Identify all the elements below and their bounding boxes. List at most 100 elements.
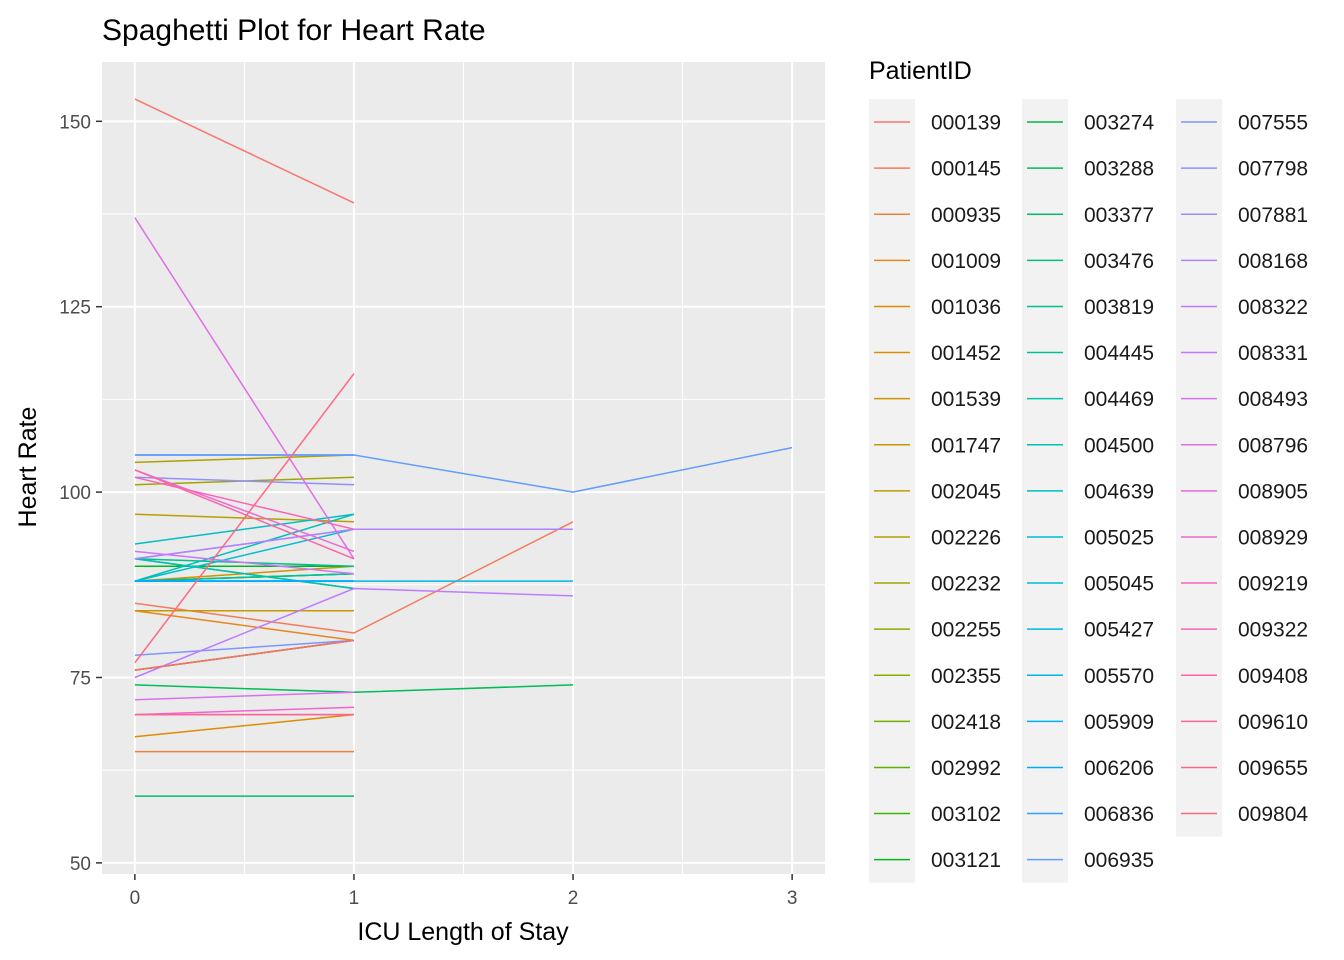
legend-label: 001539	[931, 388, 1001, 411]
legend-item-001036: 001036	[874, 296, 1001, 319]
legend-label: 005909	[1084, 711, 1154, 734]
legend-label: 006206	[1084, 757, 1154, 780]
legend-item-009408: 009408	[1181, 665, 1308, 688]
legend-label: 002232	[931, 573, 1001, 596]
series-line-008796	[134, 217, 355, 560]
legend-label: 002992	[931, 757, 1001, 780]
series-line-002226	[134, 454, 355, 464]
legend: 000139 000145 000935 001009 001036 001452 0015…	[869, 99, 1308, 883]
legend-item-005909: 005909	[1027, 711, 1154, 734]
series-line-000139	[134, 98, 355, 204]
series-line-001036	[134, 713, 355, 738]
legend-item-003121: 003121	[874, 849, 1001, 872]
legend-label: 005427	[1084, 619, 1154, 642]
x-tick-label: 3	[787, 888, 798, 909]
legend-label: 001036	[931, 296, 1001, 319]
legend-label: 008905	[1238, 480, 1308, 503]
legend-item-005427: 005427	[1027, 619, 1154, 642]
legend-item-008493: 008493	[1181, 388, 1308, 411]
legend-label: 006836	[1084, 803, 1154, 826]
series-line-009322	[134, 476, 355, 530]
legend-label: 002355	[931, 665, 1001, 688]
legend-item-007798: 007798	[1181, 158, 1308, 181]
legend-label: 009322	[1238, 619, 1308, 642]
chart-title: Spaghetti Plot for Heart Rate	[102, 14, 486, 47]
legend-label: 004445	[1084, 342, 1154, 365]
legend-label: 001452	[931, 342, 1001, 365]
legend-label: 005045	[1084, 573, 1154, 596]
legend-label: 003819	[1084, 296, 1154, 319]
series-line-004639	[134, 513, 355, 545]
legend-label: 003476	[1084, 250, 1154, 273]
legend-item-005025: 005025	[1027, 526, 1154, 549]
series-line-009655	[134, 373, 355, 664]
axis-ticks	[96, 120, 793, 880]
legend-key-bg	[1176, 99, 1222, 837]
legend-label: 002418	[931, 711, 1001, 734]
legend-label: 005570	[1084, 665, 1154, 688]
y-tick-label: 75	[70, 668, 91, 689]
y-tick-label: 50	[70, 854, 91, 875]
legend-item-000145: 000145	[874, 158, 1001, 181]
x-tick-label: 1	[349, 888, 360, 909]
legend-item-008322: 008322	[1181, 296, 1308, 319]
series-line-006935	[134, 446, 793, 493]
legend-label: 001009	[931, 250, 1001, 273]
legend-label: 005025	[1084, 526, 1154, 549]
legend-label: 003288	[1084, 158, 1154, 181]
minor-gridlines	[102, 62, 825, 874]
major-gridlines	[102, 62, 825, 874]
legend-label: 009804	[1238, 803, 1308, 826]
series-line-008493	[134, 691, 355, 701]
legend-item-003476: 003476	[1027, 250, 1154, 273]
x-axis-title: ICU Length of Stay	[357, 918, 569, 946]
series-line-008322	[134, 587, 574, 679]
legend-item-006935: 006935	[1027, 849, 1154, 872]
series-line-007798	[134, 476, 355, 486]
legend-label: 003274	[1084, 112, 1154, 135]
legend-item-007881: 007881	[1181, 204, 1308, 227]
series-line-004500	[134, 513, 355, 582]
series-line-008905	[134, 469, 355, 553]
series-line-009804	[134, 639, 355, 671]
legend-label: 001747	[931, 434, 1001, 457]
x-tick-label: 0	[130, 888, 141, 909]
series-line-008331	[134, 550, 355, 575]
x-tick-labels: 0 1 2 3	[130, 888, 798, 909]
legend-label: 008796	[1238, 434, 1308, 457]
legend-item-004639: 004639	[1027, 480, 1154, 503]
series-line-009408	[134, 469, 355, 560]
legend-item-003288: 003288	[1027, 158, 1154, 181]
legend-item-002355: 002355	[874, 665, 1001, 688]
series-line-007555	[134, 639, 355, 656]
legend-label: 009610	[1238, 711, 1308, 734]
legend-item-007555: 007555	[1181, 112, 1308, 135]
legend-label: 004639	[1084, 480, 1154, 503]
legend-label: 008322	[1238, 296, 1308, 319]
legend-item-002232: 002232	[874, 573, 1001, 596]
legend-item-006206: 006206	[1027, 757, 1154, 780]
legend-item-002045: 002045	[874, 480, 1001, 503]
legend-label: 002045	[931, 480, 1001, 503]
legend-label: 007881	[1238, 204, 1308, 227]
legend-label: 003102	[931, 803, 1001, 826]
legend-item-002418: 002418	[874, 711, 1001, 734]
legend-item-006836: 006836	[1027, 803, 1154, 826]
y-tick-label: 100	[59, 483, 91, 504]
legend-label: 000139	[931, 112, 1001, 135]
legend-label: 008168	[1238, 250, 1308, 273]
legend-item-003819: 003819	[1027, 296, 1154, 319]
series-lines	[134, 98, 793, 797]
legend-item-003274: 003274	[1027, 112, 1154, 135]
legend-item-001009: 001009	[874, 250, 1001, 273]
series-line-004445	[134, 572, 355, 582]
legend-item-008796: 008796	[1181, 434, 1308, 457]
legend-item-002992: 002992	[874, 757, 1001, 780]
legend-item-001539: 001539	[874, 388, 1001, 411]
legend-item-008168: 008168	[1181, 250, 1308, 273]
legend-item-003102: 003102	[874, 803, 1001, 826]
legend-item-002226: 002226	[874, 526, 1001, 549]
legend-item-005570: 005570	[1027, 665, 1154, 688]
legend-label: 007798	[1238, 158, 1308, 181]
